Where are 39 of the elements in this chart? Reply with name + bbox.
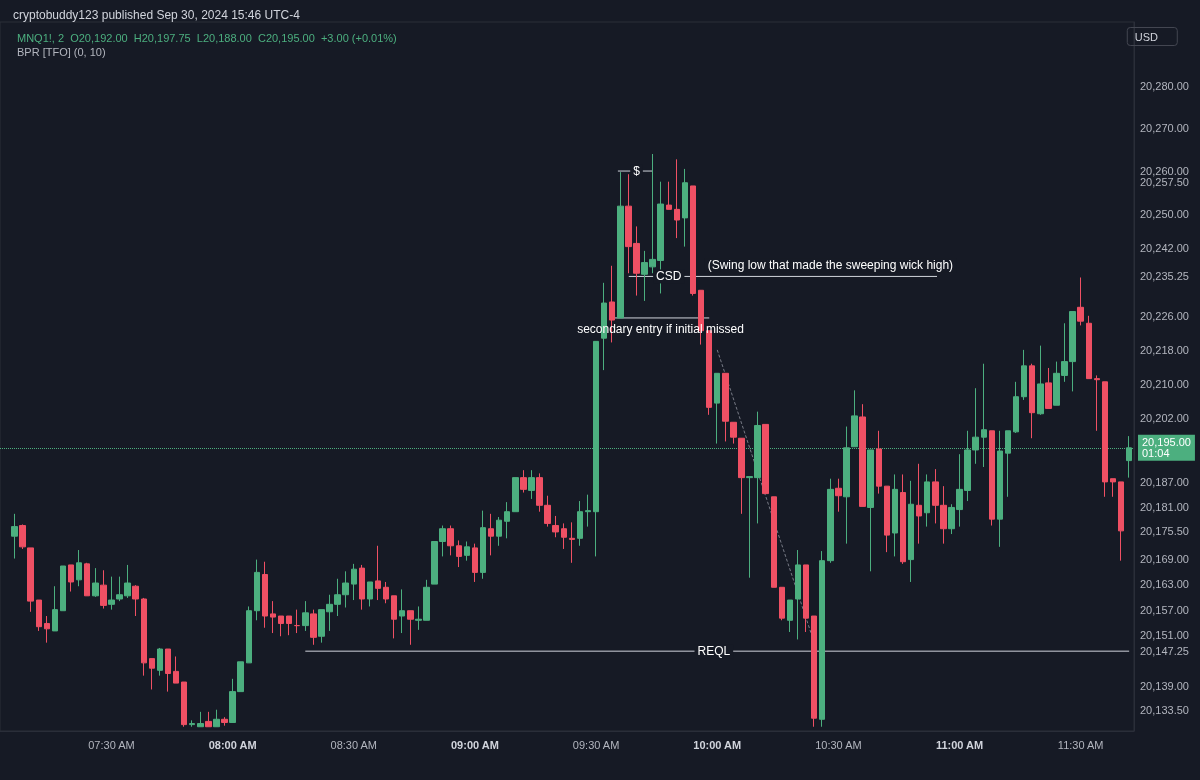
ref-line-label: 20,195.00 01:04 bbox=[1142, 436, 1191, 460]
y-tick-label: 20,163.00 bbox=[1140, 578, 1189, 591]
x-tick-label: 08:30 AM bbox=[330, 738, 378, 751]
y-tick-label: 20,181.00 bbox=[1140, 501, 1189, 514]
text: USD bbox=[1134, 30, 1159, 43]
y-tick-label: 20,187.00 bbox=[1140, 475, 1189, 488]
y-tick-label: 20,202.00 bbox=[1140, 412, 1189, 425]
y-tick-label: 20,151.00 bbox=[1140, 629, 1189, 642]
annotation: BPR [TFO] (0, 10) bbox=[17, 45, 106, 58]
y-tick-label: 20,280.00 bbox=[1140, 79, 1189, 92]
y-tick-label: 20,250.00 bbox=[1140, 207, 1189, 220]
y-tick-label: 20,147.25 bbox=[1140, 645, 1189, 658]
y-tick-label: 20,157.00 bbox=[1140, 603, 1189, 616]
x-tick-label: 11:30 AM bbox=[1057, 738, 1104, 751]
y-tick-label: 20,260.00 bbox=[1140, 165, 1189, 178]
annotation: REQL bbox=[697, 644, 731, 659]
y-tick-label: 20,133.50 bbox=[1140, 703, 1189, 716]
y-tick-label: 20,175.50 bbox=[1140, 524, 1189, 537]
chart-title: cryptobuddy123 published Sep 30, 2024 15:46 UTC-4 bbox=[13, 8, 301, 22]
x-tick-label: 07:30 AM bbox=[88, 738, 135, 751]
annotation: $ bbox=[633, 164, 641, 179]
x-tick-label: 11:00 AM bbox=[935, 738, 984, 751]
y-tick-label: 20,218.00 bbox=[1140, 343, 1189, 356]
y-tick-label: 20,242.00 bbox=[1140, 241, 1189, 254]
annotation: (Swing low that made the sweeping wick high) bbox=[707, 258, 954, 273]
y-tick-label: 20,257.50 bbox=[1140, 175, 1189, 188]
y-tick-label: 20,226.00 bbox=[1140, 309, 1189, 322]
text: MNQ1!, 2 O20,192.00 H20,197.75 L20,188.00 C20,195.00 +3.00 (+0.01%) bbox=[17, 31, 397, 44]
x-tick-label: 09:00 AM bbox=[450, 738, 499, 751]
y-tick-label: 20,210.00 bbox=[1140, 377, 1189, 390]
x-tick-label: 09:30 AM bbox=[572, 738, 620, 751]
x-tick-label: 10:30 AM bbox=[815, 738, 862, 751]
y-tick-label: 20,270.00 bbox=[1140, 122, 1189, 135]
x-tick-label: 10:00 AM bbox=[693, 738, 742, 751]
x-tick-label: 08:00 AM bbox=[208, 738, 257, 751]
y-tick-label: 20,235.25 bbox=[1140, 270, 1189, 283]
annotation: CSD bbox=[656, 269, 682, 284]
y-tick-label: 20,139.00 bbox=[1140, 680, 1189, 693]
y-tick-label: 20,169.00 bbox=[1140, 552, 1189, 565]
